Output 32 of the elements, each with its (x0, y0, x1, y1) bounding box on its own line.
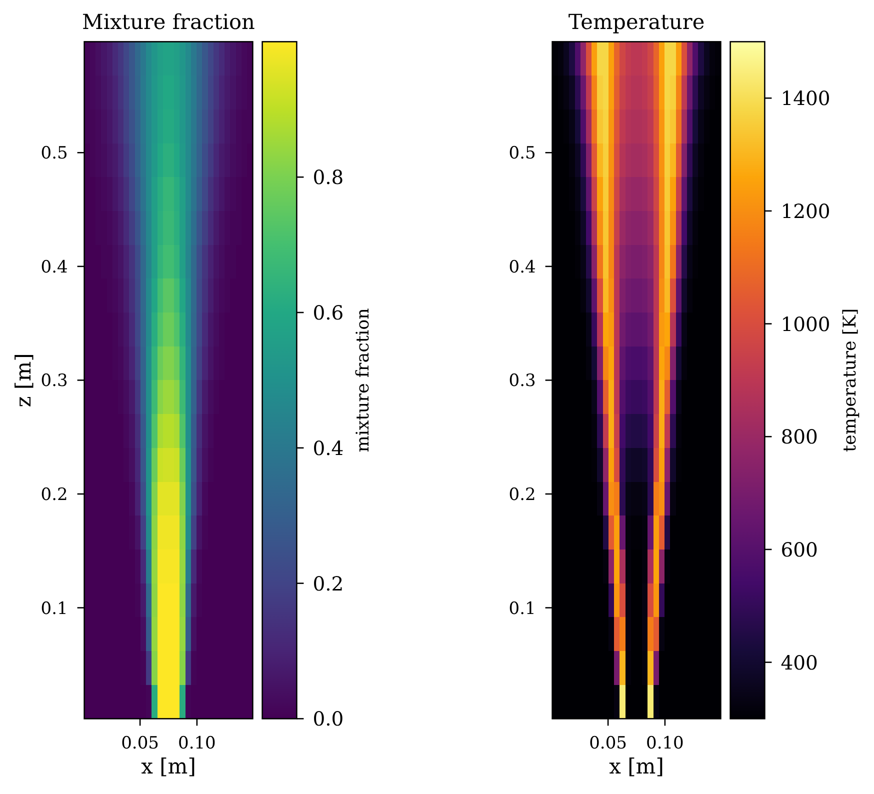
y-tick-label: 0.2 (508, 484, 536, 505)
y-axis-title: z [m] (11, 353, 36, 408)
color-bar-label: 1400 (780, 87, 830, 110)
color-bar-label: 600 (780, 538, 818, 562)
y-tick-label: 0.4 (40, 257, 68, 278)
x-axis-title: x [m] (609, 754, 664, 779)
color-bar-label: 1200 (780, 200, 830, 223)
chart-title: Mixture fraction (82, 10, 255, 34)
color-bar-label: 0.2 (312, 572, 344, 596)
y-tick-label: 0.2 (40, 484, 68, 505)
y-tick-label: 0.1 (508, 598, 536, 619)
color-bar-label: 0.0 (312, 708, 344, 731)
x-axis-title: x [m] (141, 754, 196, 779)
x-tick-label: 0.05 (589, 734, 627, 754)
y-tick-label: 0.1 (40, 598, 68, 619)
x-tick-label: 0.10 (646, 734, 684, 754)
y-tick-label: 0.4 (508, 257, 536, 278)
x-tick-label: 0.10 (178, 734, 216, 754)
color-bar-label: 0.6 (312, 302, 344, 324)
color-bar-label: 1000 (780, 312, 830, 336)
y-tick-label: 0.3 (40, 371, 68, 392)
y-tick-label: 0.5 (40, 144, 68, 164)
color-bar-label: 800 (780, 426, 818, 449)
color-bar-label: 400 (780, 651, 818, 674)
color-bar-title: temperature [K] (840, 308, 860, 452)
y-tick-label: 0.5 (508, 144, 536, 164)
color-bar-label: 0.4 (312, 436, 344, 460)
x-tick-label: 0.05 (121, 734, 159, 754)
y-tick-label: 0.3 (508, 371, 536, 392)
chart-title: Temperature (568, 10, 705, 34)
color-bar-title: mixture fraction (354, 308, 374, 452)
color-bar-label: 0.8 (312, 166, 344, 190)
